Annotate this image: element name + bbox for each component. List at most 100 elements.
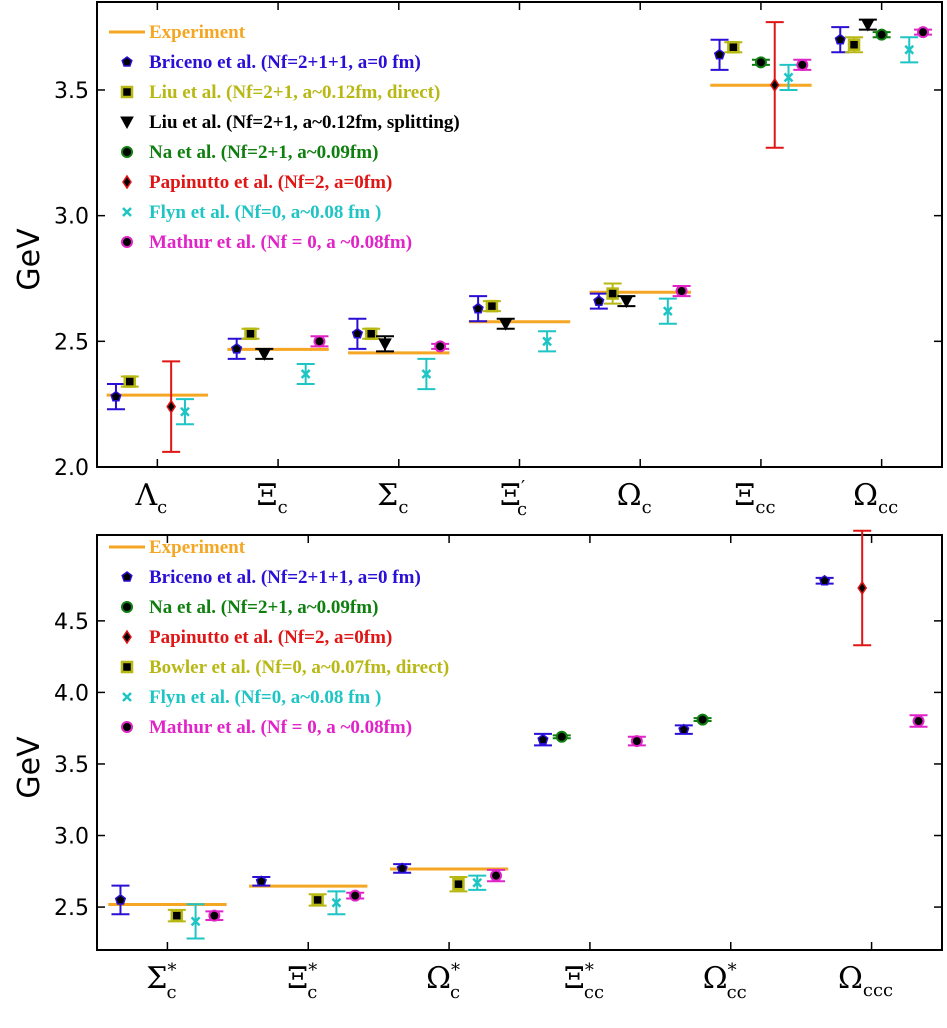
data-point: [351, 327, 364, 339]
legend-entry: Briceno et al. (Nf=2+1+1, a=0 fm): [149, 52, 421, 73]
data-point: [190, 916, 201, 927]
y-tick-label: 2.5: [54, 330, 89, 355]
data-point: [110, 390, 122, 402]
series-4: [751, 28, 891, 69]
legend-entry: Na et al. (Nf=2+1, a~0.09fm): [149, 142, 378, 163]
chart-panel-1: 2.0 2.5 3.0 3.5 Λc Ξc Σc Ξ′ c Ωc Ξcc Ωcc GeV Experime…: [12, 1, 943, 520]
data-point: [542, 336, 552, 347]
legend-entry: Papinutto et al. (Nf=2, a=0fm): [149, 627, 392, 648]
x-category-label: Λc: [134, 478, 167, 518]
data-point: [349, 889, 362, 902]
legend-swatch: [120, 660, 134, 674]
data-point: [472, 877, 483, 888]
y-tick-label: 3.0: [54, 825, 89, 850]
y-tick-label: 2.5: [54, 896, 89, 921]
series-5: [186, 874, 487, 940]
series-4: [167, 876, 468, 923]
series-1: [111, 574, 834, 916]
data-point: [696, 713, 709, 726]
legend-entry: Mathur et al. (Nf = 0, a ~0.08fm): [149, 232, 412, 253]
x-category-label: Ωcc: [853, 478, 898, 518]
data-point: [861, 19, 875, 32]
y-axis-label: GeV: [12, 736, 47, 799]
series-5: [162, 21, 784, 453]
legend-swatch: [120, 85, 134, 99]
legend-swatch: [122, 692, 132, 702]
data-point: [754, 56, 767, 69]
y-tick-label: 3.5: [54, 79, 89, 104]
data-point: [231, 342, 243, 354]
data-point: [300, 369, 311, 379]
data-point: [619, 295, 634, 309]
data-point: [783, 72, 794, 83]
legend-swatch: [121, 56, 133, 67]
legend: Experiment Briceno et al. (Nf=2+1+1, a=0 …: [109, 537, 449, 738]
legend-entry: Bowler et al. (Nf=0, a~0.07fm, direct): [149, 657, 449, 678]
legend-entry: Experiment: [149, 537, 246, 558]
series-7: [310, 26, 933, 353]
legend-entry: Briceno et al. (Nf=2+1+1, a=0 fm): [149, 567, 421, 588]
data-point: [485, 299, 499, 313]
data-point: [257, 348, 272, 361]
data-point: [434, 340, 447, 353]
data-point: [123, 375, 137, 388]
data-point: [166, 399, 177, 415]
data-point: [331, 897, 342, 908]
data-point: [857, 580, 868, 596]
legend-swatch: [122, 207, 132, 217]
data-point: [834, 33, 846, 45]
data-point: [904, 44, 915, 55]
data-point: [675, 285, 688, 298]
data-point: [769, 77, 780, 93]
x-category-label: Ξc: [256, 478, 287, 518]
legend: Experiment Briceno et al. (Nf=2+1+1, a=0 …: [109, 22, 460, 253]
legend-entry: Liu et al. (Nf=2+1, a~0.12fm, splitting): [149, 112, 460, 133]
series-2: [552, 713, 712, 743]
data-point: [498, 318, 513, 331]
legend-entry: Na et al. (Nf=2+1, a~0.09fm): [149, 597, 378, 618]
data-point: [452, 877, 465, 891]
data-point: [678, 723, 690, 735]
data-point: [472, 302, 484, 314]
legend-entry: Flyn et al. (Nf=0, a~0.08 fm ): [149, 687, 381, 708]
legend-entry: Flyn et al. (Nf=0, a~0.08 fm ): [149, 202, 381, 223]
data-point: [606, 287, 619, 300]
x-category-label: Ωccc: [838, 961, 893, 1001]
y-tick-label: 4.5: [54, 610, 89, 635]
data-point: [875, 28, 888, 41]
y-tick-label: 3.0: [54, 205, 89, 230]
data-point: [796, 58, 809, 71]
data-point: [555, 730, 568, 743]
data-point: [912, 715, 925, 728]
y-tick-label: 4.0: [54, 681, 89, 706]
data-point: [313, 335, 326, 348]
legend-swatch: [122, 174, 132, 190]
x-category-label: Ξ′ c: [500, 477, 527, 520]
series-1: [106, 26, 850, 411]
series-2: [120, 36, 864, 388]
plot-frame: [96, 534, 943, 951]
legend-swatch: [121, 146, 133, 158]
data-point: [311, 893, 324, 907]
legend-entry: Experiment: [149, 22, 246, 43]
data-point: [114, 893, 127, 905]
legend-swatch: [122, 629, 132, 645]
legend-swatch: [120, 116, 134, 130]
data-point: [490, 869, 503, 882]
legend-swatch: [121, 571, 133, 582]
legend-swatch: [121, 601, 133, 613]
series-6: [175, 36, 919, 426]
data-point: [537, 733, 549, 745]
series-3: [853, 529, 872, 647]
data-point: [819, 574, 831, 586]
x-category-label: Ω* cc: [703, 960, 747, 1003]
chart-panel-2: 2.5 3.0 3.5 4.0 4.5 Σ* c Ξ* c Ω* c Ξ* cc Ω* cc Ωccc GeV E…: [12, 529, 943, 1003]
data-point: [727, 40, 740, 54]
data-point: [421, 369, 432, 379]
data-point: [364, 327, 378, 341]
data-point: [170, 909, 184, 922]
data-point: [208, 909, 221, 922]
data-point: [180, 406, 190, 417]
x-category-label: Ξcc: [734, 478, 775, 518]
